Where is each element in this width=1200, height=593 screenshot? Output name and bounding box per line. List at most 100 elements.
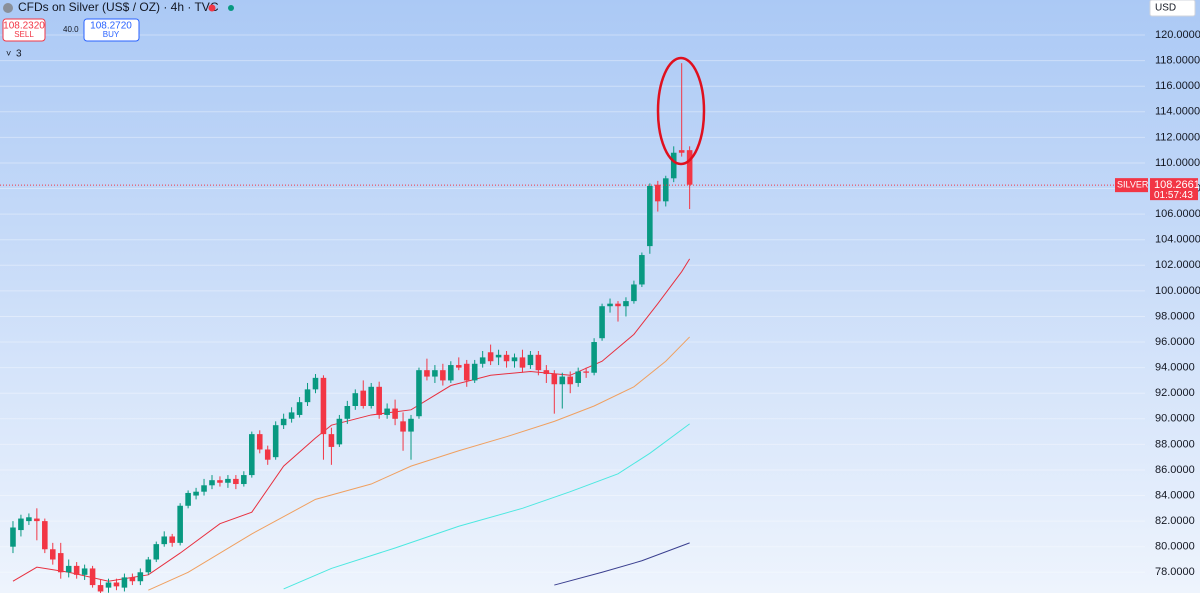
sell-price: 108.2320	[3, 21, 45, 32]
y-tick-label: 112.0000	[1155, 131, 1200, 143]
candle-body	[519, 357, 526, 368]
candle-body	[34, 518, 40, 522]
candle-body	[280, 418, 287, 426]
candle-body	[432, 370, 438, 377]
candle-body	[26, 517, 32, 522]
y-tick-label: 90.0000	[1155, 413, 1195, 425]
candle-body	[615, 303, 621, 307]
candle-body	[97, 585, 104, 592]
candle-body	[463, 363, 470, 381]
candle-body	[424, 370, 430, 377]
y-tick-label: 88.0000	[1155, 438, 1195, 450]
candle-body	[670, 152, 677, 179]
candle-body	[177, 505, 183, 543]
candle-body	[408, 418, 414, 432]
y-tick-label: 80.0000	[1155, 541, 1195, 553]
candle-body	[591, 342, 597, 373]
moving-average	[12, 258, 691, 582]
candle-body	[209, 480, 215, 486]
candle-body	[105, 582, 112, 588]
buy-price: 108.2720	[90, 21, 132, 32]
candle-body	[583, 371, 589, 373]
candle-body	[535, 354, 542, 371]
candle-body	[65, 565, 72, 573]
candle-body	[201, 485, 207, 492]
buy-button[interactable]	[83, 18, 140, 42]
y-tick-label: 110.0000	[1155, 157, 1200, 169]
y-tick-label: 120.0000	[1155, 29, 1200, 41]
candle-body	[400, 421, 406, 432]
candle-body	[455, 365, 462, 368]
candle-body	[384, 408, 390, 415]
y-tick-label: 104.0000	[1155, 234, 1200, 246]
candle-body	[137, 572, 144, 582]
candle-body	[89, 568, 96, 586]
candle-body	[272, 425, 279, 458]
candle-body	[376, 386, 382, 415]
candle-body	[113, 582, 120, 587]
candle-body	[559, 376, 566, 385]
candle-body	[121, 577, 128, 588]
symbol-tag	[1115, 178, 1148, 193]
currency: USD	[1155, 3, 1176, 14]
candle-body	[639, 255, 645, 285]
candle-body	[233, 478, 239, 485]
y-tick-label: 100.0000	[1155, 285, 1200, 297]
candle-body	[655, 184, 661, 202]
last-price-label: 108.2661	[1154, 179, 1200, 191]
candle-body	[471, 363, 478, 381]
candle-body	[368, 386, 374, 406]
y-tick-label: 106.0000	[1155, 208, 1200, 220]
y-tick-label: 82.0000	[1155, 515, 1195, 527]
candle-body	[18, 518, 24, 531]
buy-label: BUY	[103, 30, 120, 39]
candle-body	[304, 389, 311, 403]
candle-body	[487, 352, 494, 362]
candle-body	[49, 549, 56, 560]
sell-button[interactable]	[2, 18, 46, 42]
y-tick-label: 94.0000	[1155, 362, 1195, 374]
symbol-icon	[3, 3, 13, 13]
candle-body	[448, 365, 454, 381]
candle-body	[241, 475, 247, 485]
candle-body	[344, 405, 351, 419]
candle-body	[392, 408, 398, 419]
candle-body	[81, 568, 88, 575]
candle-body	[249, 434, 255, 476]
candle-body	[217, 480, 223, 483]
chart-title: CFDs on Silver (US$ / OZ) · 4h · TVC	[18, 0, 219, 14]
candle-body	[296, 402, 303, 415]
candle-body	[495, 354, 502, 358]
symbol-label: SILVER	[1117, 180, 1149, 190]
candle-body	[161, 536, 168, 545]
y-tick-label: 116.0000	[1155, 80, 1200, 92]
candle-body	[551, 374, 558, 385]
candle-body	[360, 390, 367, 406]
price-tag	[1150, 178, 1198, 201]
candle-body	[631, 284, 637, 302]
candle-body	[623, 301, 629, 307]
spread: 40.0	[63, 25, 79, 34]
moving-average	[148, 336, 690, 591]
y-tick-label: 98.0000	[1155, 310, 1195, 322]
y-tick-label: 78.0000	[1155, 566, 1195, 578]
candle-body	[312, 377, 319, 390]
candle-body	[678, 150, 685, 153]
y-tick-label: 86.0000	[1155, 464, 1195, 476]
candle-body	[607, 303, 613, 307]
candle-body	[599, 306, 605, 339]
y-tick-label: 84.0000	[1155, 489, 1195, 501]
y-tick-label: 118.0000	[1155, 55, 1200, 67]
collapse-icon[interactable]: ˅	[6, 48, 11, 58]
candle-body	[145, 559, 152, 573]
candle-body	[352, 393, 359, 406]
candle-body	[264, 449, 271, 460]
candle-body	[193, 491, 199, 496]
y-tick-label: 92.0000	[1155, 387, 1195, 399]
currency-button[interactable]	[1149, 0, 1196, 17]
candle-body	[129, 577, 136, 582]
flag	[208, 4, 216, 12]
candle-body	[567, 376, 574, 385]
candle-body	[153, 544, 160, 560]
